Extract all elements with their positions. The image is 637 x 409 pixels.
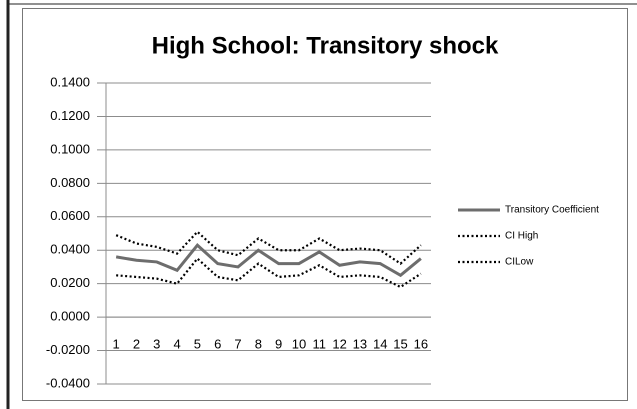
x-tick-label: 9 [275, 337, 282, 352]
chart-area [22, 8, 628, 401]
y-tick-label: 0.0800 [50, 175, 90, 190]
x-tick-label: 2 [133, 337, 140, 352]
y-tick-label: 0.1000 [50, 141, 90, 156]
x-tick-label: 7 [234, 337, 241, 352]
y-tick-label: 0.0400 [50, 242, 90, 257]
legend-label: Transitory Coefficient [505, 205, 599, 216]
series-line [115, 230, 422, 265]
x-tick-label: 12 [332, 337, 346, 352]
y-tick-label: 0.0200 [50, 275, 90, 290]
x-tick-label: 5 [194, 337, 201, 352]
x-tick-label: 15 [393, 337, 407, 352]
x-tick-label: 8 [255, 337, 262, 352]
x-tick-label: 10 [292, 337, 306, 352]
x-tick-label: 13 [353, 337, 367, 352]
y-tick-label: -0.0200 [46, 342, 90, 357]
x-tick-label: 3 [153, 337, 160, 352]
y-tick-label: 0.1200 [50, 108, 90, 123]
x-tick-label: 6 [214, 337, 221, 352]
y-tick-label: 0.0000 [50, 309, 90, 324]
legend-label: CI High [505, 231, 538, 242]
series-line [116, 256, 422, 289]
y-tick-label: 0.0600 [50, 208, 90, 223]
chart-title: High School: Transitory shock [152, 32, 499, 59]
y-tick-label: 0.1400 [50, 74, 90, 89]
x-tick-label: 11 [313, 337, 327, 352]
x-tick-label: 1 [113, 337, 120, 352]
x-tick-label: 4 [173, 337, 180, 352]
x-tick-label: 16 [414, 337, 428, 352]
legend-label: CILow [505, 257, 534, 268]
series-line [115, 243, 422, 278]
y-tick-label: -0.0400 [46, 375, 90, 390]
x-tick-label: 14 [373, 337, 387, 352]
